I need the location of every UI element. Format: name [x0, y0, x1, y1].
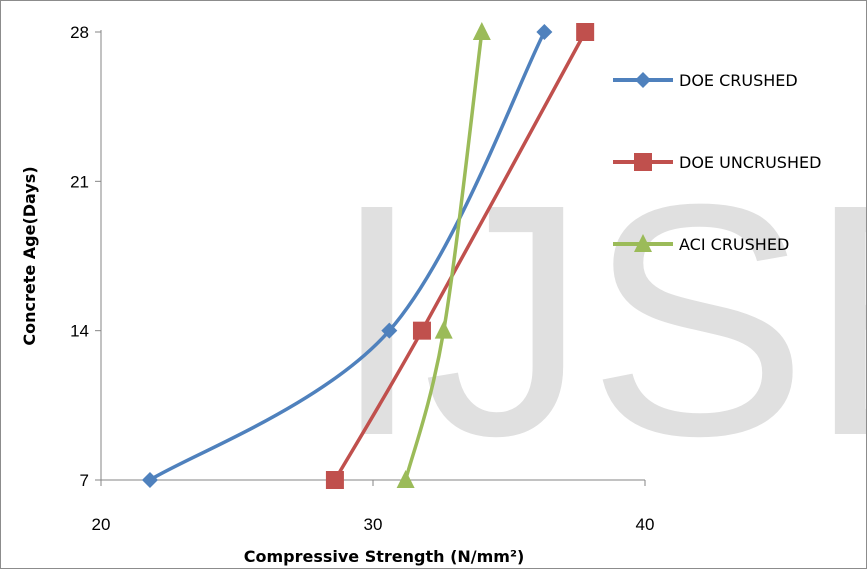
x-tick-label: 40 — [636, 515, 655, 534]
data-point-aci-crushed — [472, 22, 491, 40]
y-tick-label: 7 — [80, 471, 89, 490]
legend-label-doe-uncrushed: DOE UNCRUSHED — [679, 153, 821, 172]
data-point-doe-uncrushed — [576, 23, 595, 41]
series-line-aci-crushed — [403, 31, 484, 481]
x-axis-title: Compressive Strength (N/mm²) — [244, 547, 525, 566]
legend-label-aci-crushed: ACI CRUSHED — [679, 235, 789, 254]
legend-label-doe-crushed: DOE CRUSHED — [679, 71, 798, 90]
data-point-doe-crushed — [381, 322, 398, 339]
legend-marker-doe-uncrushed — [634, 153, 652, 171]
x-tick-label: 20 — [92, 515, 111, 534]
data-point-doe-crushed — [141, 472, 158, 488]
data-point-doe-crushed — [536, 24, 553, 40]
data-point-aci-crushed — [396, 470, 415, 488]
x-tick-label: 30 — [364, 515, 383, 534]
series-line-doe-uncrushed — [333, 31, 587, 481]
y-tick-label: 28 — [70, 23, 89, 42]
y-tick-label: 14 — [70, 322, 89, 341]
axes: 7 14 21 28 20 30 40 — [70, 23, 654, 534]
y-tick-label: 21 — [70, 172, 89, 191]
watermark: IJSE — [331, 135, 866, 504]
series-layer — [141, 22, 595, 489]
legend-marker-aci-crushed — [634, 234, 652, 252]
legend: DOE CRUSHED DOE UNCRUSHED ACI CRUSHED — [613, 71, 821, 254]
data-point-doe-uncrushed — [325, 471, 344, 489]
data-point-aci-crushed — [434, 320, 453, 339]
y-axis-title: Concrete Age(Days) — [20, 166, 39, 345]
legend-marker-doe-crushed — [635, 72, 651, 88]
data-point-doe-uncrushed — [412, 321, 431, 340]
